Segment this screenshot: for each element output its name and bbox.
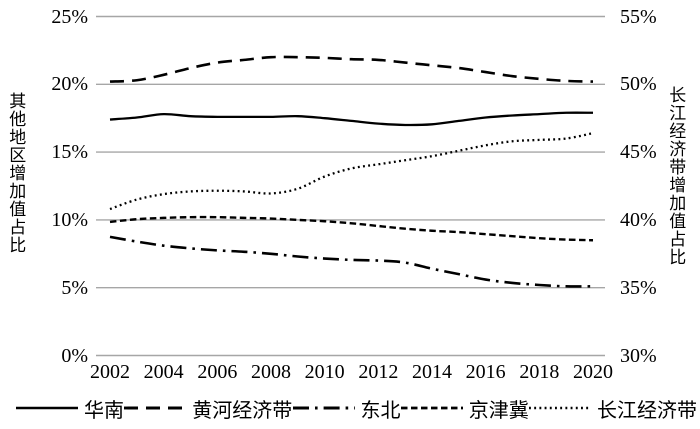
legend-line-swatch-solid [16,406,78,410]
series-line-华南 [109,111,594,127]
right-tick-label: 50% [620,73,657,96]
legend-item-黄河经济带: 黄河经济带 [124,394,292,423]
x-tick-label: 2014 [412,361,452,383]
x-tick-label: 2012 [358,361,399,383]
left-tick-label: 10% [51,208,88,231]
legend-line-swatch-dash-dot [292,406,355,410]
legend-item-京津冀: 京津冀 [400,394,529,423]
x-tick-label: 2006 [197,361,238,383]
right-tick-label: 30% [620,344,657,367]
series-line-京津冀 [109,215,594,242]
legend-label: 黄河经济带 [192,399,293,422]
legend-label: 长江经济带 [597,399,697,422]
right-tick-label: 40% [620,208,657,231]
left-tick-label: 20% [51,73,88,96]
left-axis-title: 其他地区增加值占比 [6,92,26,254]
right-tick-label: 45% [620,141,657,164]
legend-line-swatch-long-dash [124,406,187,410]
legend-label: 东北 [360,399,401,422]
x-tick-label: 2004 [143,361,184,383]
legend-item-长江经济带: 长江经济带 [529,394,697,423]
x-tick-label: 2018 [519,361,560,383]
legend-line-swatch-dotted [529,406,591,410]
legend-line-swatch-short-dash [400,406,463,410]
left-tick-label: 5% [61,276,88,299]
left-tick-label: 0% [61,344,88,367]
x-tick-label: 2020 [573,361,613,383]
right-tick-label: 35% [620,276,657,299]
series-line-东北 [109,235,594,288]
series-line-长江经济带 [109,131,594,211]
chart-legend: 华南 黄河经济带 东北 京津冀 长江经济带 [16,392,697,424]
right-tick-label: 55% [620,5,657,28]
x-tick-label: 2002 [90,361,130,383]
right-axis-title: 长江经济带增加值占比 [666,86,686,266]
x-tick-label: 2008 [251,361,291,383]
left-tick-label: 25% [51,5,88,28]
x-tick-label: 2016 [465,361,506,383]
left-tick-label: 15% [51,141,88,164]
x-tick-label: 2010 [304,361,345,383]
series-line-黄河经济带 [109,55,594,83]
legend-item-东北: 东北 [292,394,401,423]
legend-label: 京津冀 [468,399,529,422]
legend-item-华南: 华南 [16,394,124,423]
legend-label: 华南 [84,399,124,422]
